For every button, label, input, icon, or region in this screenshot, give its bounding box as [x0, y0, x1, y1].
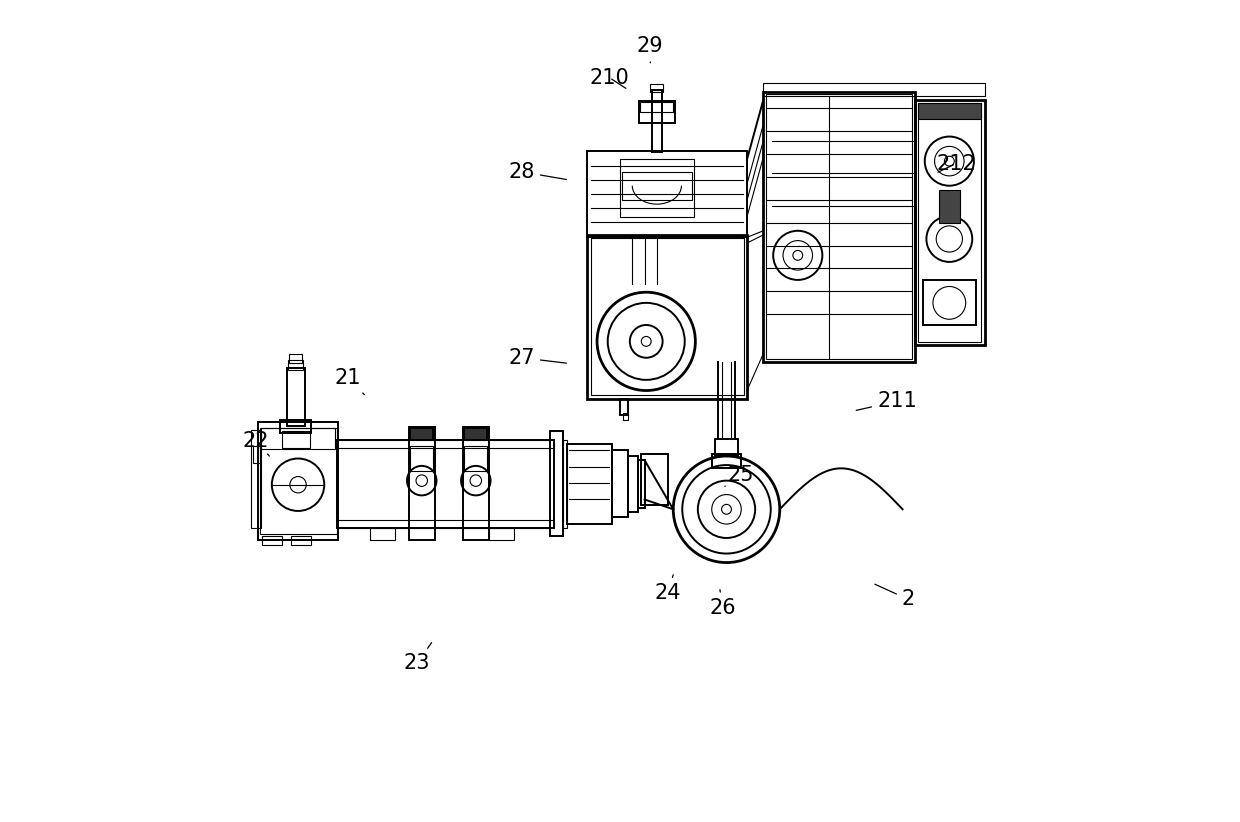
Bar [464, 446, 487, 471]
Bar [620, 159, 693, 217]
Bar [915, 99, 985, 345]
Bar [409, 427, 435, 540]
Bar [923, 280, 976, 325]
Bar [641, 455, 667, 506]
Bar [588, 235, 746, 399]
Bar [551, 432, 563, 536]
Text: 21: 21 [335, 368, 365, 395]
Bar [489, 529, 513, 540]
Bar [567, 444, 611, 524]
Bar [262, 428, 335, 449]
Bar [918, 103, 981, 342]
Bar [639, 460, 645, 508]
Bar [252, 430, 262, 529]
Bar [641, 102, 673, 112]
Bar [280, 420, 311, 433]
Text: 29: 29 [637, 36, 663, 62]
Bar [588, 151, 746, 238]
Bar [337, 440, 554, 448]
Bar [764, 83, 985, 95]
Text: 23: 23 [403, 643, 432, 673]
Bar [281, 432, 310, 448]
Text: 22: 22 [242, 432, 269, 456]
Bar [290, 536, 311, 544]
Bar [464, 428, 487, 440]
Bar [258, 422, 339, 540]
Bar [650, 84, 663, 92]
Bar [621, 172, 692, 201]
Bar [337, 440, 554, 529]
Text: 26: 26 [709, 589, 735, 617]
Bar [563, 440, 567, 529]
Text: 2: 2 [875, 584, 915, 609]
Bar [253, 446, 259, 463]
Bar [410, 428, 433, 440]
Bar [620, 399, 629, 415]
Bar [288, 360, 303, 370]
Text: 212: 212 [936, 154, 976, 173]
Bar [764, 91, 915, 362]
Text: 25: 25 [725, 465, 754, 487]
Bar [918, 103, 981, 119]
Bar [629, 456, 639, 512]
Bar [624, 413, 629, 420]
Text: 211: 211 [856, 391, 916, 411]
Bar [590, 238, 744, 395]
Bar [286, 368, 305, 426]
Bar [289, 354, 303, 363]
Bar [766, 94, 913, 359]
Bar [715, 439, 738, 455]
Bar [940, 190, 960, 223]
Bar [639, 100, 675, 123]
Text: 28: 28 [508, 162, 567, 182]
Text: 24: 24 [655, 575, 681, 603]
Bar [370, 529, 394, 540]
Bar [337, 520, 554, 529]
Bar [712, 454, 742, 469]
Bar [652, 90, 662, 152]
Bar [410, 446, 433, 471]
Bar [262, 536, 283, 544]
Text: 27: 27 [508, 348, 567, 367]
Text: 210: 210 [589, 67, 629, 88]
Bar [259, 428, 336, 533]
Bar [611, 450, 629, 518]
Bar [463, 427, 489, 540]
